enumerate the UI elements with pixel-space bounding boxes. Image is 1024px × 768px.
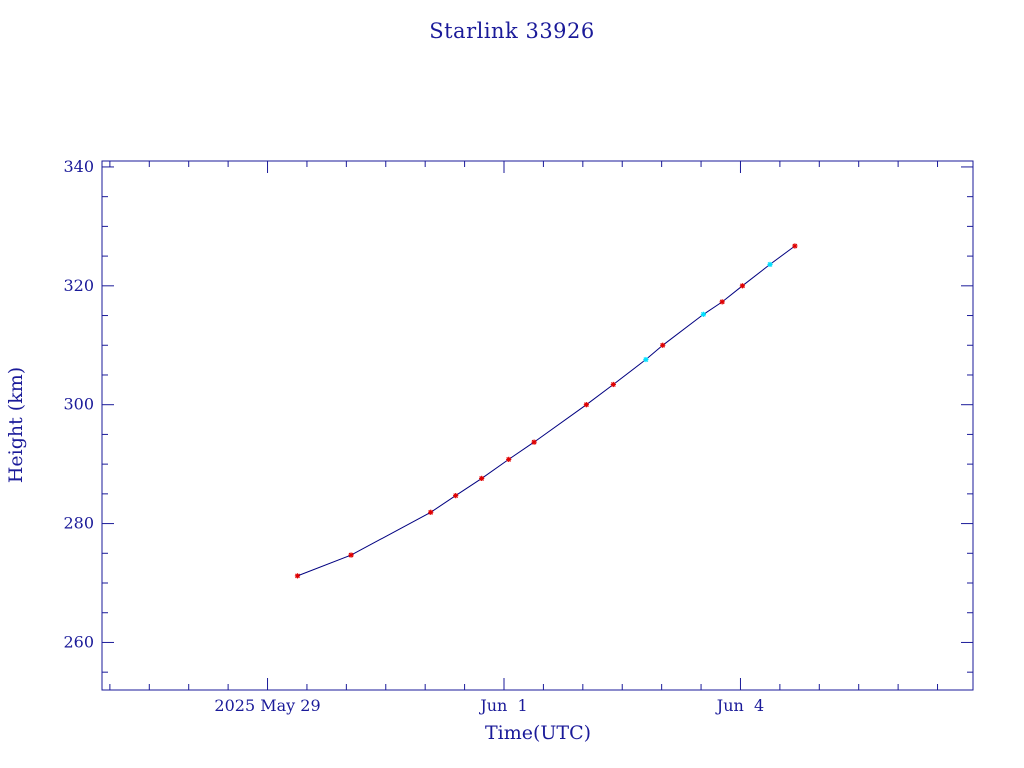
y-axis-title: Height (km) — [5, 367, 27, 483]
y-tick-label: 260 — [63, 632, 94, 651]
data-point — [479, 475, 485, 481]
data-point — [610, 381, 616, 388]
data-point — [739, 283, 746, 289]
x-tick-label: Jun 1 — [478, 696, 527, 715]
data-point — [583, 402, 589, 408]
chart-title: Starlink 33926 — [429, 19, 595, 43]
y-tick-labels: 260 280 300 320 340 — [63, 157, 94, 652]
series-line — [297, 245, 796, 577]
data-point — [506, 456, 512, 462]
data-point — [453, 493, 459, 499]
plot-frame — [101, 160, 974, 691]
y-tick-label: 280 — [63, 514, 94, 533]
y-tick-label: 320 — [63, 276, 94, 295]
data-point — [643, 356, 649, 363]
y-tick-label: 340 — [63, 157, 94, 176]
data-point — [700, 311, 707, 317]
axis-ticks — [102, 161, 973, 690]
data-point — [719, 299, 725, 305]
data-point — [767, 261, 773, 268]
series-group — [294, 243, 798, 579]
data-point — [294, 573, 301, 579]
x-axis-title: Time(UTC) — [485, 722, 591, 744]
data-point — [792, 243, 798, 249]
y-tick-label: 300 — [63, 395, 94, 414]
data-point — [348, 552, 354, 558]
data-point — [531, 439, 537, 445]
x-tick-label: Jun 4 — [715, 696, 764, 715]
data-point — [428, 509, 434, 515]
data-point — [660, 342, 666, 348]
x-tick-labels: 2025 May 29 Jun 1 Jun 4 — [214, 696, 764, 715]
x-tick-label: 2025 May 29 — [214, 696, 320, 715]
